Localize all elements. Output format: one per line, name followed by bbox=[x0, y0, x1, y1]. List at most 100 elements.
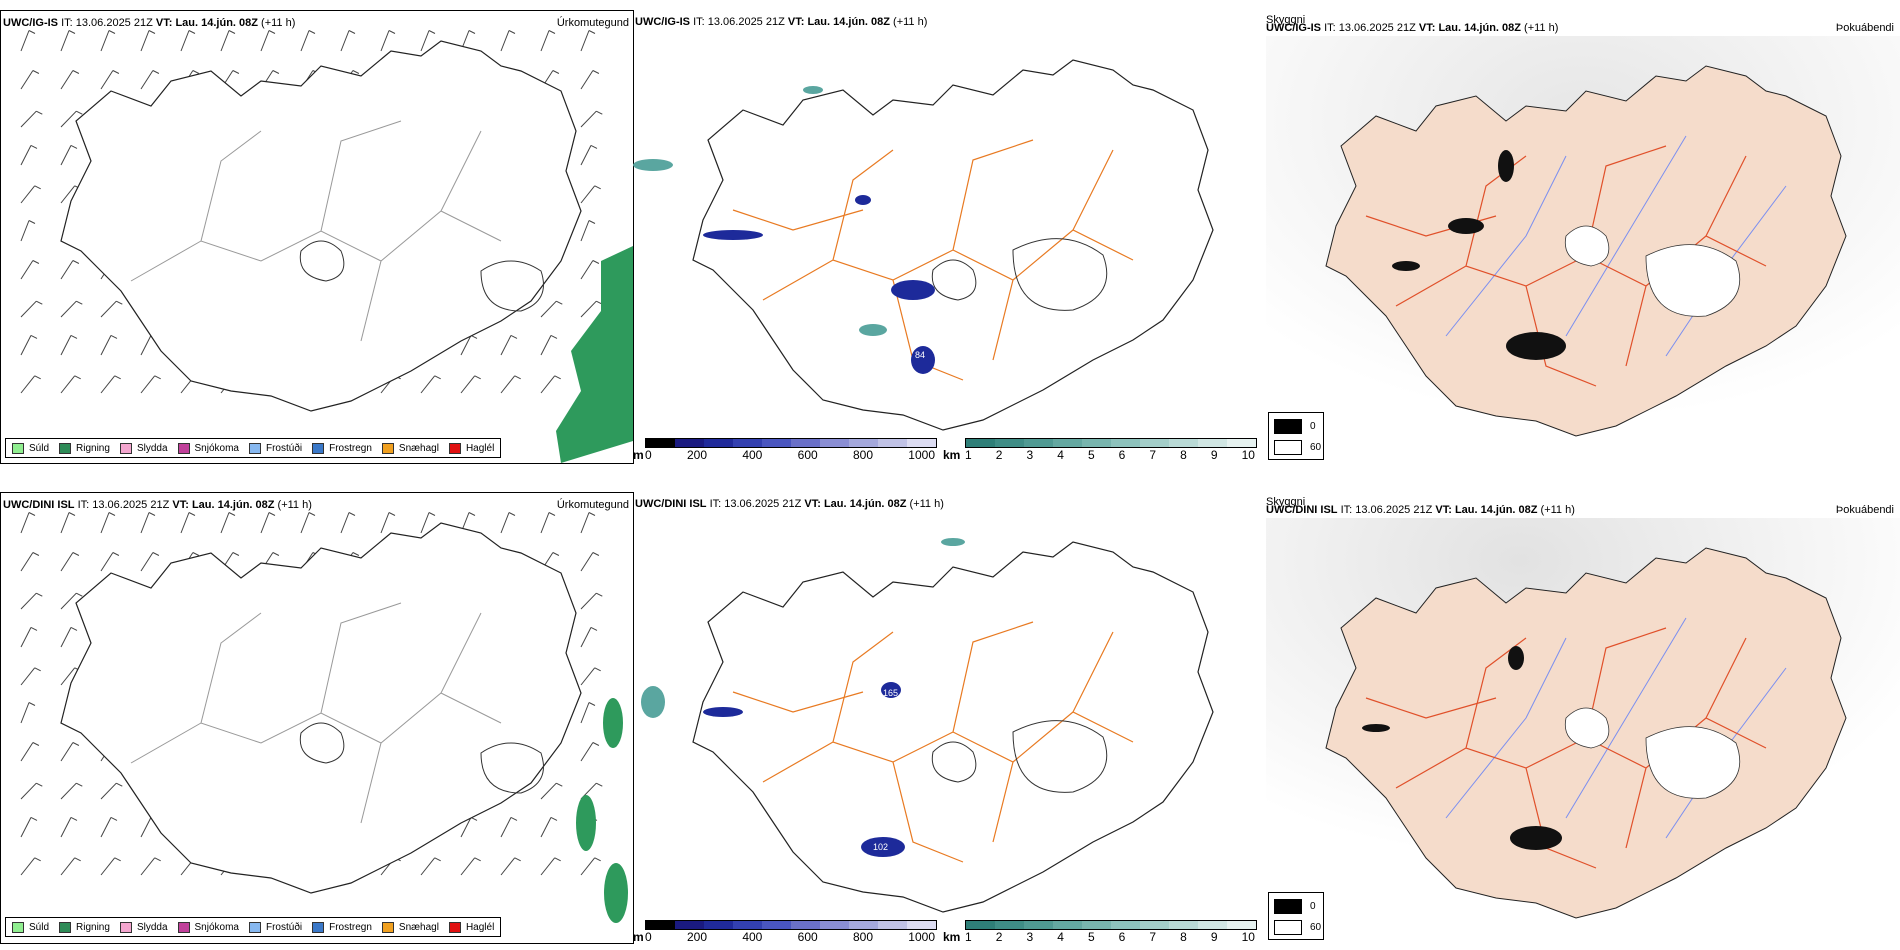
legend-label: Súld bbox=[29, 921, 50, 933]
vt-value: Lau. 14.jún. 08Z bbox=[823, 498, 907, 510]
fog-legend-row: 60 bbox=[1274, 440, 1323, 455]
wind-barb-flag bbox=[36, 782, 43, 787]
row1-height-panel: UWC/IG-IS IT: 13.06.2025 21Z VT: Lau. 14… bbox=[633, 10, 1265, 462]
wind-barb-flag bbox=[554, 375, 561, 380]
wind-barb-flag bbox=[30, 144, 38, 149]
colorbar-segment bbox=[820, 439, 849, 447]
vt-label: VT: bbox=[787, 16, 805, 28]
wind-barb bbox=[20, 220, 30, 242]
wind-barb-flag bbox=[232, 70, 240, 74]
vt-value: Lau. 14.jún. 08Z bbox=[1454, 504, 1538, 516]
vt-label: VT: bbox=[172, 499, 189, 511]
wind-barb bbox=[20, 300, 37, 318]
it-value: 13.06.2025 21Z bbox=[92, 499, 170, 511]
wind-barb-flag bbox=[508, 30, 516, 34]
it-value: 13.06.2025 21Z bbox=[75, 17, 153, 29]
wind-barb bbox=[580, 742, 594, 762]
wind-barb bbox=[20, 512, 30, 534]
wind-barb-flag bbox=[28, 220, 36, 224]
colorbar-segment bbox=[1111, 921, 1140, 929]
colorbar-segment bbox=[1140, 921, 1169, 929]
wind-barb-flag bbox=[514, 375, 521, 380]
legend-item: Snæhagl bbox=[381, 442, 439, 454]
legend-label: Snjókoma bbox=[194, 921, 239, 933]
wind-barb-flag bbox=[556, 782, 563, 787]
vt-label: VT: bbox=[804, 498, 821, 510]
vis-unit: km bbox=[943, 448, 961, 462]
colorbar-tick: 5 bbox=[1087, 448, 1095, 462]
vt-value: Lau. 14.jún. 08Z bbox=[175, 17, 258, 29]
legend-label: Slydda bbox=[136, 442, 168, 454]
legend-swatch bbox=[177, 921, 190, 933]
wind-barb-flag bbox=[152, 552, 160, 556]
wind-barb-flag bbox=[592, 552, 600, 556]
glacier-outline bbox=[299, 722, 544, 794]
wind-barb bbox=[60, 145, 72, 166]
wind-barb bbox=[60, 782, 77, 800]
wind-barb bbox=[580, 552, 594, 572]
lead-time: (+11 h) bbox=[1524, 22, 1559, 34]
wind-barb-flag bbox=[112, 552, 120, 556]
wind-barb bbox=[260, 512, 270, 534]
fog-legend-row: 0 bbox=[1274, 899, 1323, 914]
cloud-title: Skyggni bbox=[1266, 14, 1306, 26]
legend-label: Snjókoma bbox=[194, 442, 239, 454]
wind-barb-flag bbox=[588, 220, 596, 224]
wind-barb bbox=[100, 70, 114, 90]
lead-time: (+11 h) bbox=[277, 499, 312, 511]
height-unit: m bbox=[633, 930, 644, 942]
wind-barb bbox=[580, 857, 596, 876]
colorbar-tick: 400 bbox=[742, 930, 763, 942]
wind-barb-flag bbox=[76, 782, 83, 787]
wind-barb bbox=[380, 512, 390, 534]
vis-areas bbox=[641, 538, 965, 718]
wind-barb-flag bbox=[70, 626, 78, 631]
wind-barb bbox=[340, 30, 350, 52]
wind-barb bbox=[60, 817, 72, 838]
wind-barb bbox=[60, 742, 74, 762]
wind-barb bbox=[580, 185, 596, 204]
vis-areas bbox=[633, 86, 887, 336]
wind-barb bbox=[60, 857, 76, 876]
wind-barb bbox=[500, 817, 512, 838]
wind-barb bbox=[580, 667, 596, 686]
fog-legend-swatch bbox=[1274, 899, 1302, 914]
legend-label: Rigning bbox=[76, 921, 110, 933]
legend-label: Snæhagl bbox=[398, 921, 439, 933]
wind-barb bbox=[220, 512, 230, 534]
wind-barb-flag bbox=[32, 70, 40, 74]
legend-label: Haglél bbox=[465, 442, 495, 454]
it-label: IT: bbox=[1324, 22, 1336, 34]
legend-label: Frostúði bbox=[265, 442, 303, 454]
colorbar-tick: 1000 bbox=[908, 930, 935, 942]
wind-barb-flag bbox=[556, 300, 563, 305]
colorbar-segment bbox=[849, 439, 878, 447]
lead-time: (+11 h) bbox=[1540, 504, 1575, 516]
wind-barb-flag bbox=[268, 30, 276, 34]
legend-item: Snæhagl bbox=[381, 921, 439, 933]
lead-time: (+11 h) bbox=[893, 16, 928, 28]
precip-legend: Súld Rigning Slydda Snjókoma Frostúði Frostre… bbox=[5, 917, 502, 937]
legend-item: Slydda bbox=[119, 921, 168, 933]
legend-swatch bbox=[448, 442, 461, 454]
wind-barb-flag bbox=[74, 375, 81, 380]
iceland-outline bbox=[60, 522, 582, 894]
legend-swatch bbox=[248, 442, 261, 454]
wind-barb-flag bbox=[148, 30, 156, 34]
wind-barb bbox=[60, 260, 74, 280]
glacier bbox=[1564, 225, 1741, 317]
legend-swatch bbox=[12, 921, 24, 933]
wind-barb-flag bbox=[590, 144, 598, 149]
wind-barb bbox=[460, 375, 476, 394]
glacier-outline bbox=[931, 720, 1108, 793]
vis-ticks: 1 2 3 4 5 6 7 8 9 10 bbox=[965, 930, 1255, 942]
wind-barb-flag bbox=[550, 334, 558, 339]
wind-barb bbox=[420, 375, 436, 394]
legend-label: Snæhagl bbox=[398, 442, 439, 454]
wind-barb-flag bbox=[74, 857, 81, 862]
wind-barb bbox=[500, 375, 516, 394]
wind-barb bbox=[20, 552, 34, 572]
wind-barb-flag bbox=[232, 552, 240, 556]
colorbar-tick: 1000 bbox=[908, 448, 935, 462]
wind-barb-flag bbox=[188, 512, 196, 516]
